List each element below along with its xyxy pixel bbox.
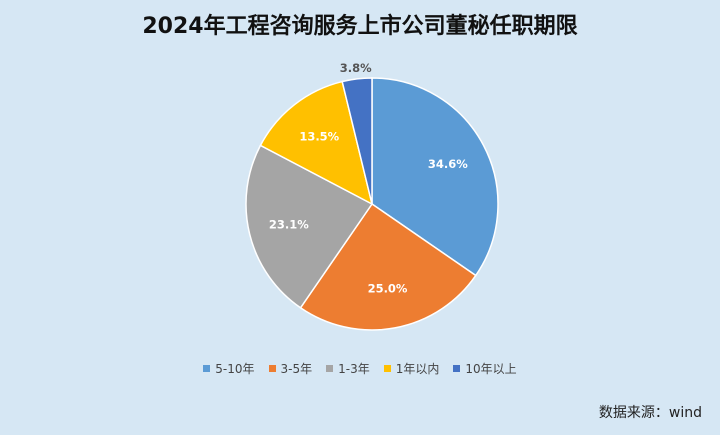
slice-label-4: 13.5% — [299, 129, 339, 143]
legend-swatch — [453, 365, 461, 372]
legend-swatch — [383, 365, 391, 372]
slice-label-5: 3.8% — [340, 61, 372, 75]
data-source: 数据来源：wind — [598, 405, 702, 421]
legend-label: 1年以内 — [395, 362, 440, 376]
legend-label: 5-10年 — [215, 362, 255, 376]
legend-item-1: 5-10年 — [203, 360, 255, 377]
slice-label-2: 25.0% — [368, 281, 408, 295]
slice-label-3: 23.1% — [269, 218, 309, 232]
legend-item-2: 3-5年 — [268, 360, 313, 377]
slice-label-1: 34.6% — [428, 157, 468, 171]
legend-label: 3-5年 — [280, 362, 313, 376]
legend-label: 1-3年 — [338, 362, 370, 376]
chart-legend: 5-10年 3-5年 1-3年 1年以内 10年以上 — [0, 360, 720, 377]
legend-swatch — [203, 365, 211, 372]
chart-title: 2024年工程咨询服务上市公司董秘任职期限 — [142, 14, 578, 39]
legend-label: 10年以上 — [465, 362, 517, 376]
legend-swatch — [268, 365, 276, 372]
pie-slice-2 — [299, 202, 477, 331]
legend-item-5: 10年以上 — [453, 360, 517, 377]
legend-item-3: 1-3年 — [326, 360, 370, 377]
pie-slice-1 — [371, 77, 499, 277]
pie-slice-5 — [341, 77, 373, 205]
pie-slice-3 — [245, 144, 374, 309]
pie-slice-4 — [259, 80, 374, 206]
legend-swatch — [326, 365, 334, 372]
legend-item-4: 1年以内 — [383, 360, 440, 377]
